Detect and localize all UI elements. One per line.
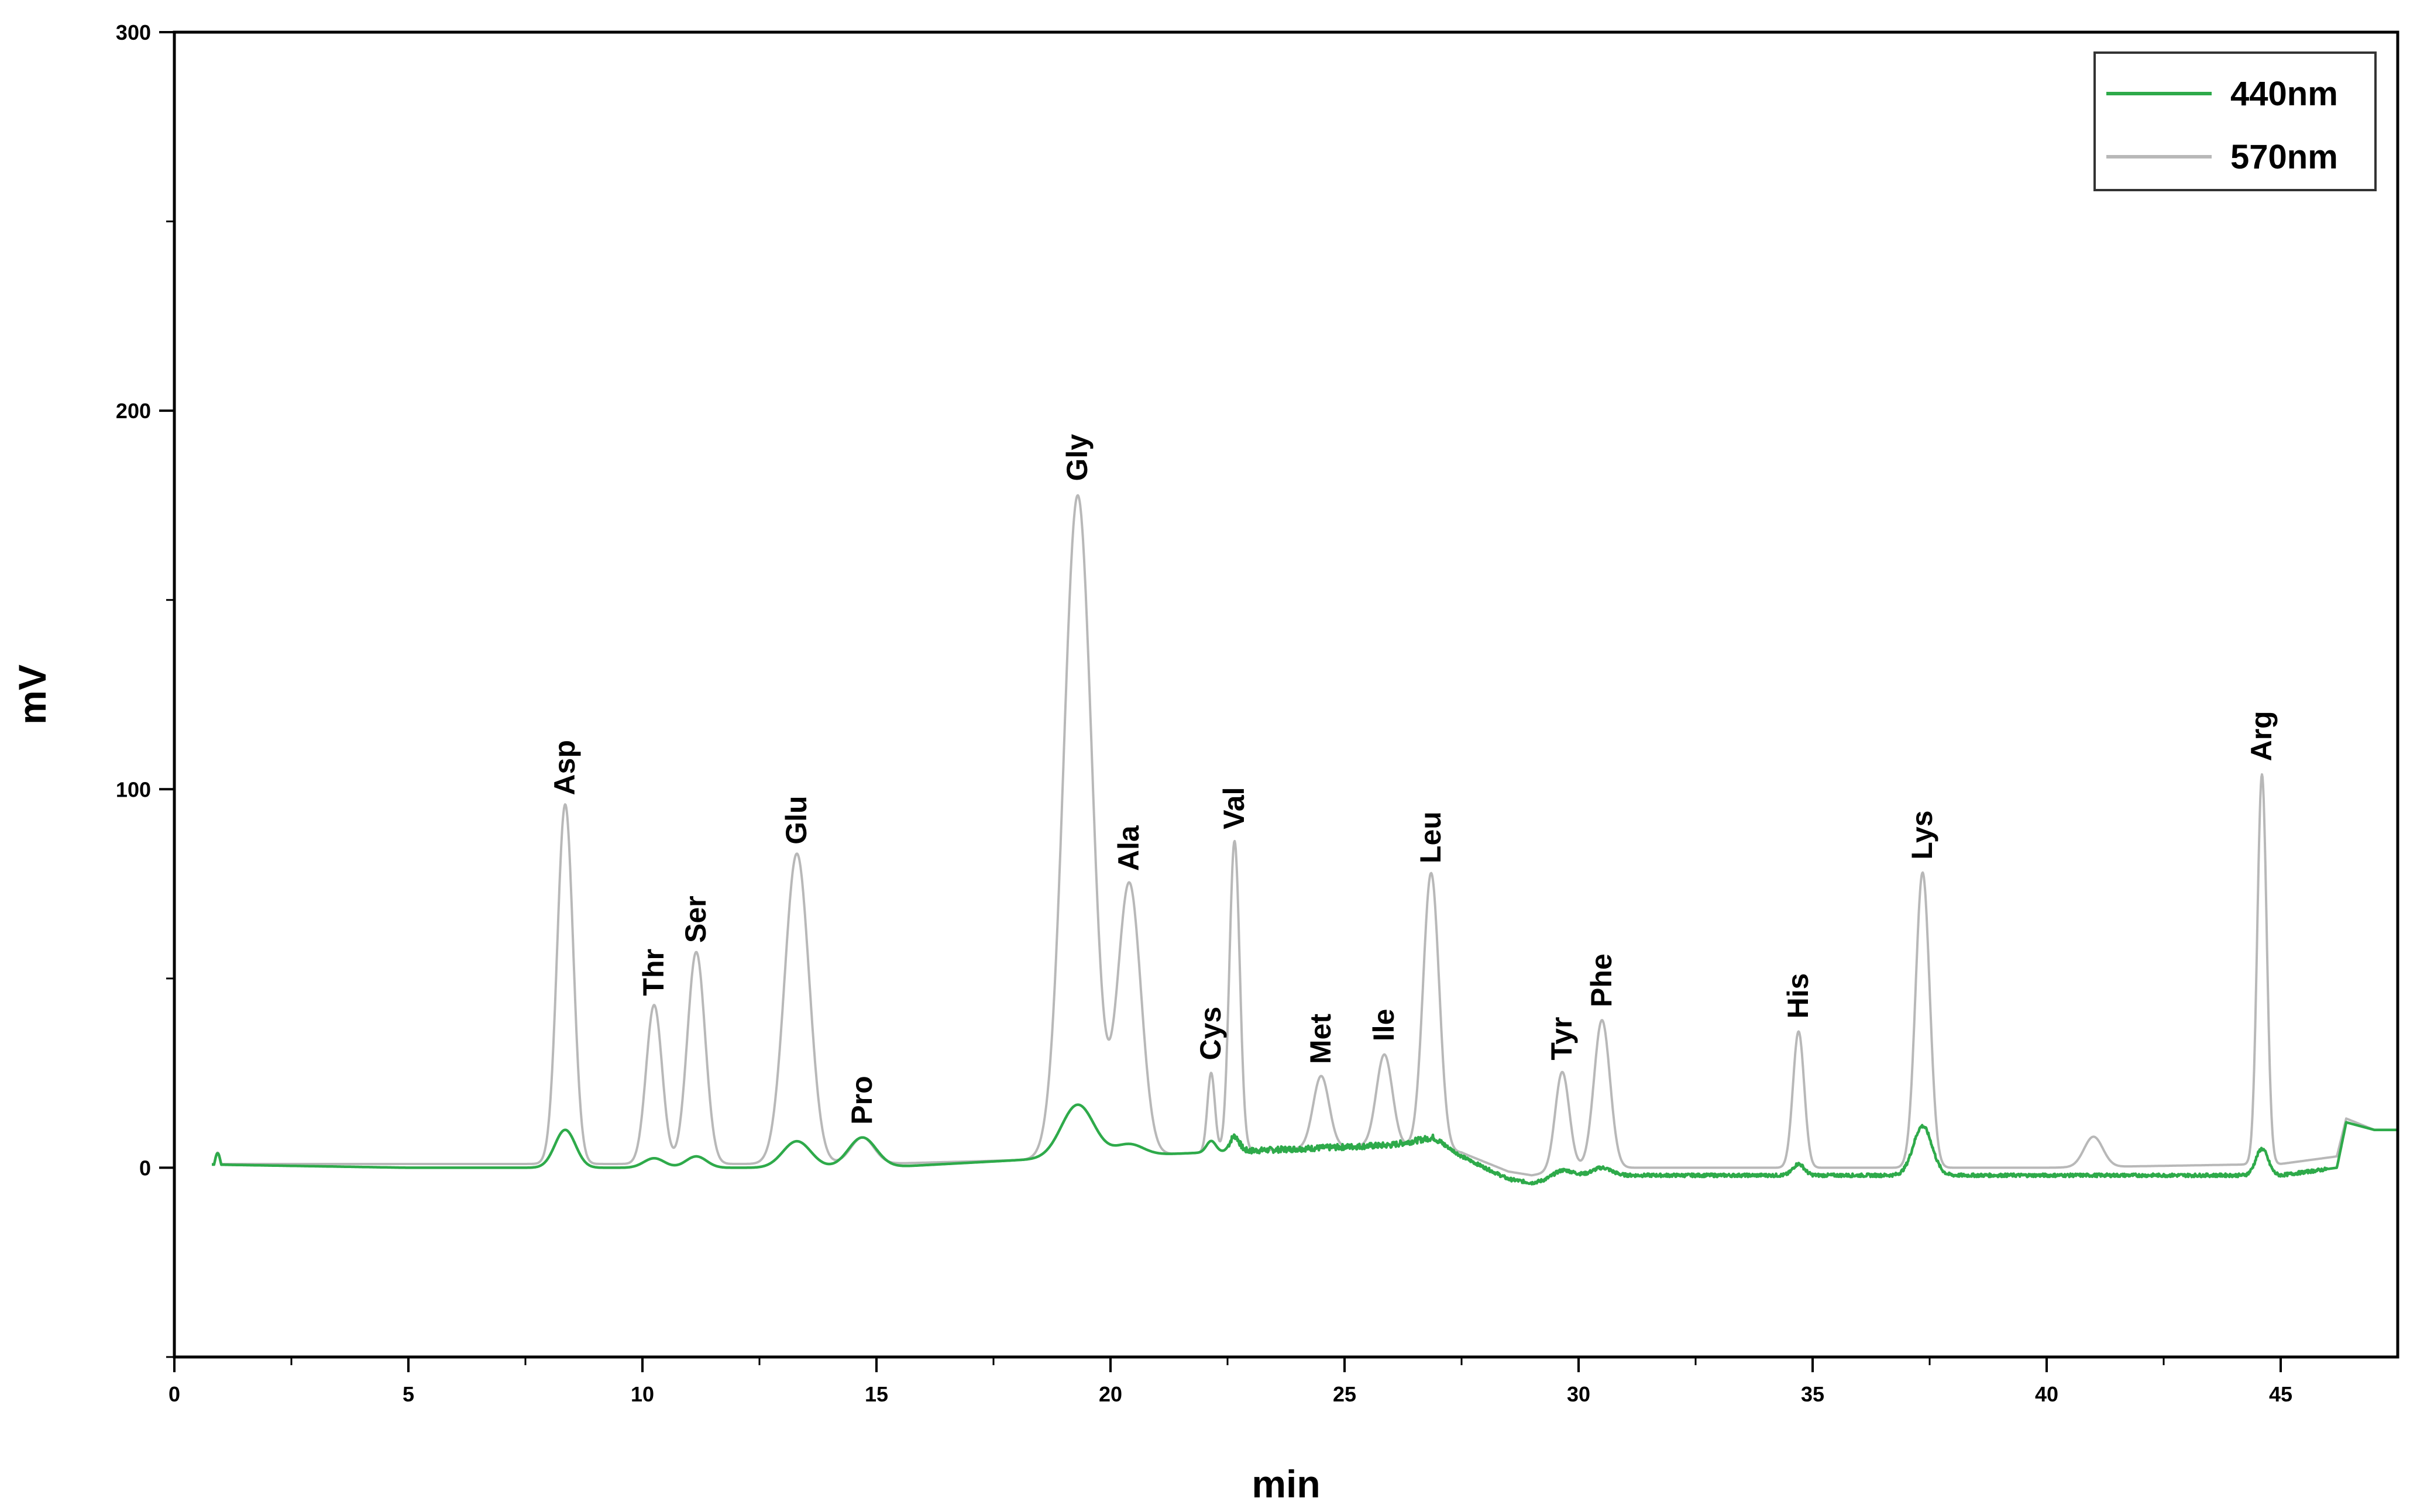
peak-labels: Asp Thr Ser Glu Pro Gly Ala Cys Val Met Ile Leu TyrP…: [548, 434, 2278, 1125]
trace-440nm: [211, 1103, 2398, 1186]
x-tick-label: 15: [865, 1382, 888, 1406]
peak-label-gly: Gly: [1061, 434, 1094, 481]
x-tick-label: 10: [631, 1382, 654, 1406]
x-tick-label: 25: [1333, 1382, 1356, 1406]
plot-frame: [173, 30, 2399, 1359]
peak-label-his: His: [1782, 973, 1814, 1019]
peak-label-tyr: Tyr: [1545, 1017, 1578, 1060]
x-tick-label: 0: [169, 1382, 180, 1406]
y-axis: 0 100 200 300: [116, 20, 174, 1358]
legend-label-570nm: 570nm: [2230, 138, 2338, 176]
peak-label-thr: Thr: [637, 949, 670, 996]
x-tick-label: 20: [1099, 1382, 1122, 1406]
peak-label-arg: Arg: [2245, 711, 2278, 761]
x-tick-label: 30: [1567, 1382, 1590, 1406]
x-axis-title: min: [1252, 1462, 1320, 1506]
x-tick-label: 45: [2269, 1382, 2292, 1406]
peak-label-phe: Phe: [1585, 953, 1618, 1007]
peak-label-ile: Ile: [1367, 1009, 1400, 1042]
y-tick-label: 100: [116, 777, 151, 801]
legend-label-440nm: 440nm: [2230, 75, 2338, 113]
x-tick-label: 40: [2035, 1382, 2058, 1406]
peak-label-asp: Asp: [548, 740, 581, 795]
peak-label-leu: Leu: [1414, 811, 1447, 863]
peak-label-ala: Ala: [1112, 825, 1145, 871]
trace-570nm: [211, 494, 2398, 1177]
peak-label-ser: Ser: [679, 896, 712, 943]
legend: 440nm 570nm: [2093, 51, 2377, 191]
peak-label-lys: Lys: [1906, 810, 1938, 859]
peak-label-pro: Pro: [845, 1076, 878, 1124]
y-axis-title: mV: [11, 664, 54, 725]
legend-box: [2093, 51, 2377, 191]
x-axis: 0 5 10 15 20 25 30 35 40 45: [169, 1357, 2292, 1406]
peak-label-glu: Glu: [780, 795, 813, 844]
x-tick-label: 35: [1801, 1382, 1824, 1406]
y-tick-label: 300: [116, 20, 151, 44]
traces: [211, 494, 2398, 1186]
x-tick-label: 5: [403, 1382, 414, 1406]
y-tick-label: 0: [139, 1156, 151, 1180]
peak-label-met: Met: [1304, 1014, 1337, 1064]
peak-label-cys: Cys: [1194, 1007, 1227, 1060]
y-tick-label: 200: [116, 399, 151, 423]
peak-label-val: Val: [1218, 787, 1250, 829]
